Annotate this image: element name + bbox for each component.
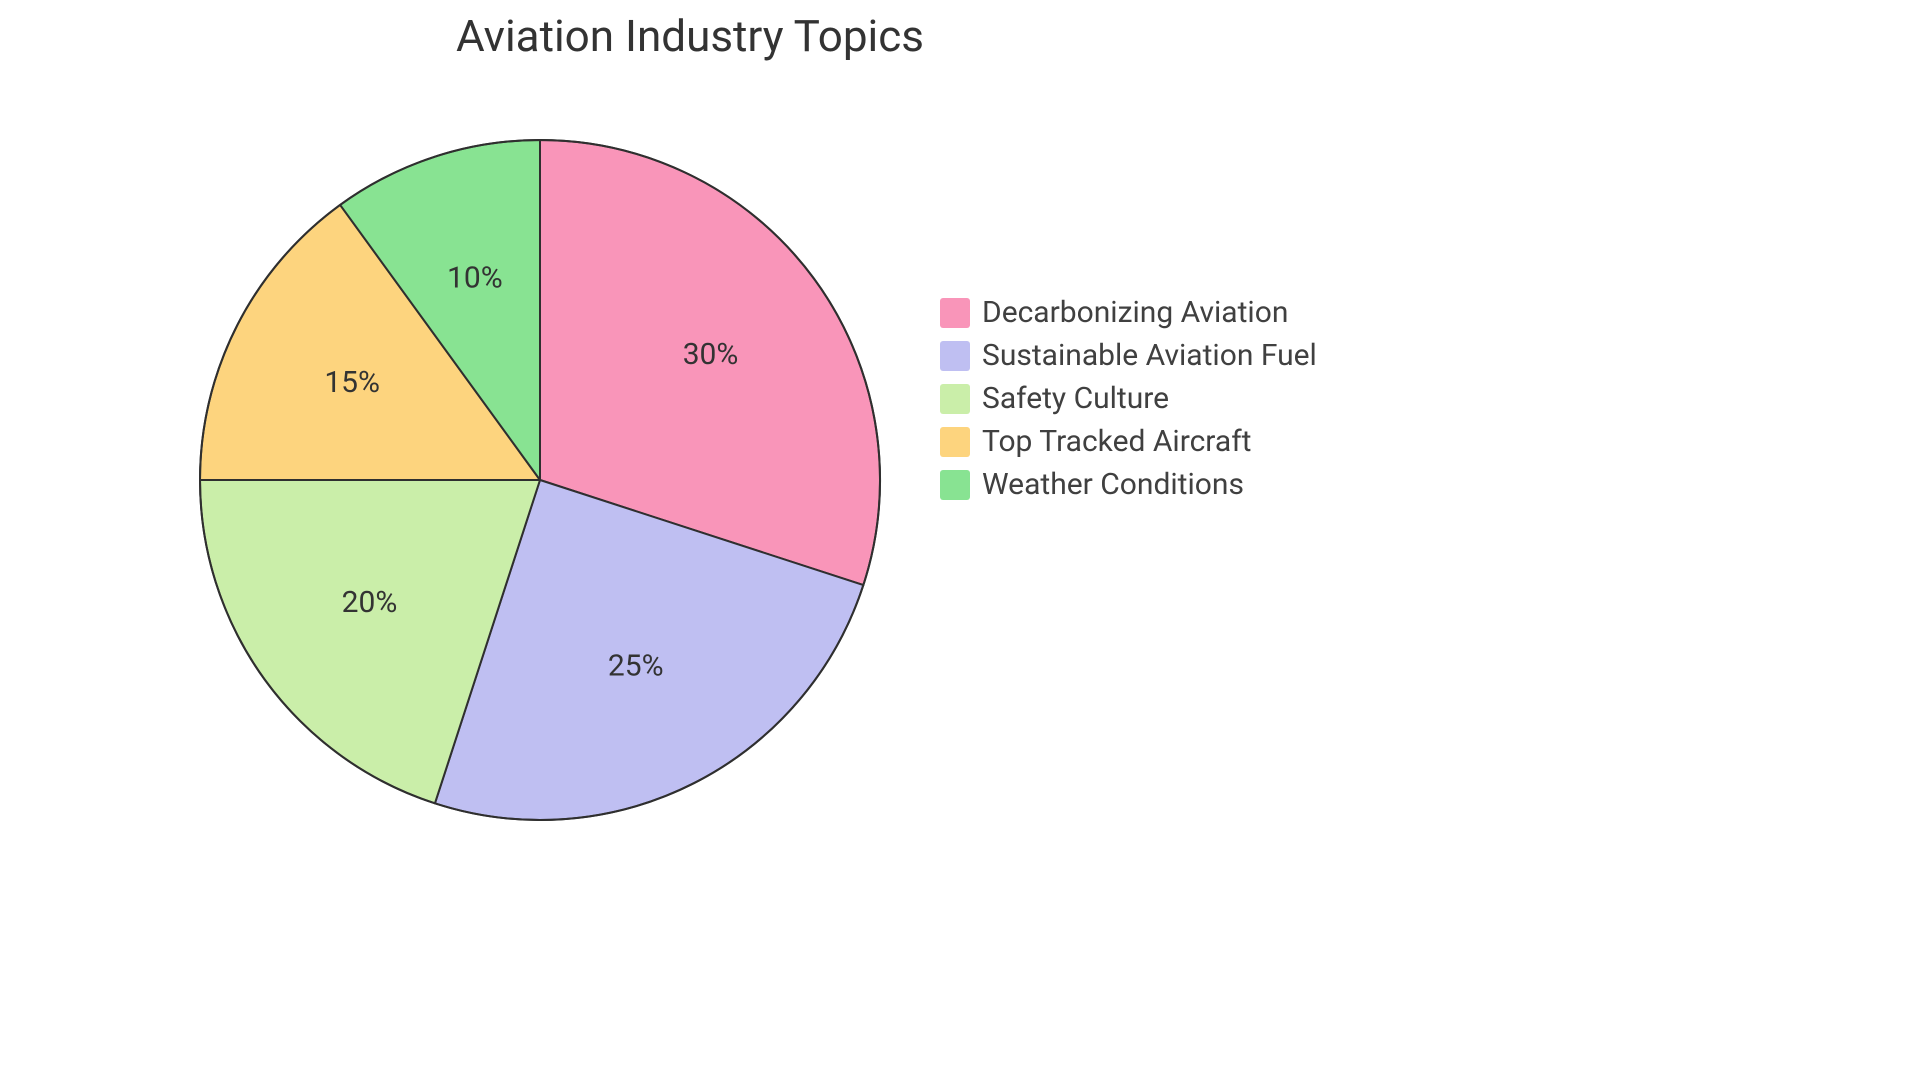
slice-label: 15% xyxy=(324,365,380,400)
legend-label: Sustainable Aviation Fuel xyxy=(982,338,1317,373)
slice-label: 10% xyxy=(447,260,503,295)
slice-label: 30% xyxy=(683,337,739,372)
legend-swatch xyxy=(940,470,970,500)
legend-label: Decarbonizing Aviation xyxy=(982,295,1288,330)
legend-swatch xyxy=(940,427,970,457)
pie-chart: 30% 25% 20% 15% 10% xyxy=(180,80,940,884)
legend: Decarbonizing Aviation Sustainable Aviati… xyxy=(940,295,1317,510)
legend-label: Top Tracked Aircraft xyxy=(982,424,1251,459)
slice-label: 20% xyxy=(342,585,398,620)
legend-label: Weather Conditions xyxy=(982,467,1244,502)
legend-item: Decarbonizing Aviation xyxy=(940,295,1317,330)
chart-title: Aviation Industry Topics xyxy=(0,10,1650,62)
legend-label: Safety Culture xyxy=(982,381,1169,416)
legend-item: Top Tracked Aircraft xyxy=(940,424,1317,459)
slice-label: 25% xyxy=(608,649,664,684)
legend-swatch xyxy=(940,298,970,328)
legend-swatch xyxy=(940,341,970,371)
legend-swatch xyxy=(940,384,970,414)
chart-container: Aviation Industry Topics 30% 25% 20% 15% 10%… xyxy=(0,0,1920,1080)
legend-item: Weather Conditions xyxy=(940,467,1317,502)
legend-item: Safety Culture xyxy=(940,381,1317,416)
legend-item: Sustainable Aviation Fuel xyxy=(940,338,1317,373)
